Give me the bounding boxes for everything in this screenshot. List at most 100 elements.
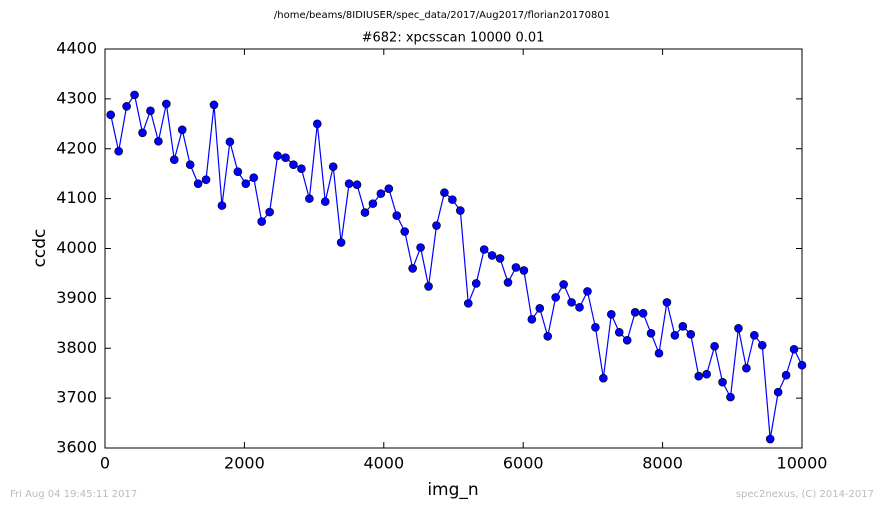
data-point [313,119,322,129]
data-point [702,369,711,379]
data-point [408,264,417,273]
chart-title: #682: xpcsscan 10000 0.01 [362,31,545,46]
data-point [289,160,298,170]
y-tick-label: 4200 [56,138,97,157]
data-point [670,330,680,340]
x-tick-label: 0 [100,454,110,473]
data-point [114,146,123,156]
data-point [797,360,807,370]
data-point [257,217,266,226]
data-point [750,330,759,340]
data-point [122,102,131,111]
data-point [765,434,775,444]
data-point [344,179,354,188]
data-point [686,329,696,339]
data-point [614,327,624,337]
x-tick-label: 6000 [503,454,544,473]
data-point [463,299,473,308]
data-point [757,340,767,350]
data-point [241,179,251,188]
x-axis-label: img_n [427,480,478,500]
data-point [217,201,227,210]
data-point [376,189,386,198]
data-point [273,151,282,161]
data-point [630,308,640,317]
y-tick-label: 3600 [56,438,97,457]
data-point [201,175,211,184]
data-point [789,344,799,354]
data-point [162,99,171,109]
plot-frame [104,48,803,449]
data-point [281,153,290,163]
data-point [638,309,648,318]
data-point [400,227,410,236]
footer-left: Fri Aug 04 19:45:11 2017 [10,489,137,500]
data-point [352,180,362,189]
data-point [646,328,656,338]
data-point [368,199,378,208]
data-point [622,335,632,345]
data-point [773,387,783,397]
x-tick-label: 10000 [777,454,828,473]
data-point [567,298,576,307]
y-tick-label: 3800 [56,338,97,357]
data-point [177,125,187,135]
data-point [599,373,608,383]
data-point [233,167,243,176]
data-point [249,173,259,182]
data-point [297,164,306,173]
data-point [527,315,537,324]
data-point [519,266,529,275]
data-point [718,377,727,387]
y-tick-label: 4000 [56,238,97,257]
data-point [559,280,568,289]
y-tick-label: 3900 [56,288,97,307]
data-point [662,298,672,307]
data-point [781,370,791,380]
data-point [106,110,116,120]
data-point [471,279,481,288]
suptitle: /home/beams/8IDIUSER/spec_data/2017/Aug2… [274,10,610,21]
data-point [503,278,513,287]
y-tick-label: 4100 [56,188,97,207]
data-point [543,331,553,341]
data-point [225,137,235,147]
data-point [583,287,592,296]
x-tick-label: 4000 [363,454,404,473]
x-tick-label: 8000 [642,454,683,473]
data-point [328,162,338,172]
data-point [305,194,314,203]
data-point [710,341,719,351]
data-point [479,245,489,254]
data-point [511,263,521,272]
data-point [209,100,219,110]
data-line [110,93,803,440]
data-point [742,363,751,373]
data-point [265,207,274,217]
data-point [185,160,195,170]
data-point [424,282,433,291]
y-tick-label: 4300 [56,88,97,107]
data-point [416,243,425,252]
y-tick-label: 4400 [56,39,97,58]
data-point [456,206,465,215]
data-point [320,197,330,206]
data-point [734,323,743,333]
data-point [487,251,497,260]
data-point [607,310,616,319]
data-point [138,128,147,138]
y-tick-label: 3700 [56,388,97,407]
data-point [495,254,505,263]
data-point [146,106,155,116]
data-point [575,303,584,312]
data-point [154,136,163,146]
data-point [591,323,600,332]
data-point [193,179,203,188]
data-point [336,238,346,247]
y-axis-label: ccdc [30,229,50,268]
x-tick-label: 2000 [224,454,265,473]
data-point [130,90,139,100]
data-point [694,371,704,381]
data-point [169,155,179,165]
